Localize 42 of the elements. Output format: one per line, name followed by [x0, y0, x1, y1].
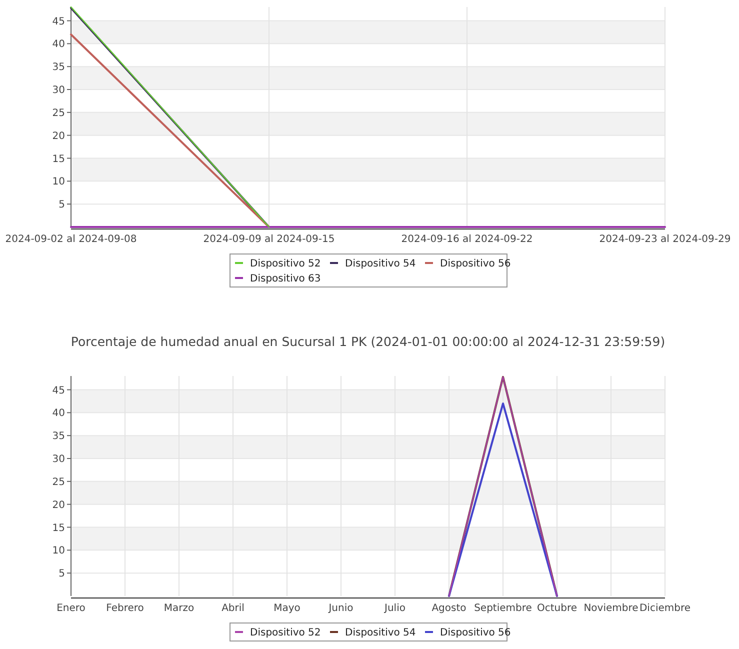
x-tick-label: Junio	[328, 603, 354, 614]
x-tick-label: Abril	[222, 603, 244, 614]
x-tick-label: Septiembre	[474, 603, 532, 614]
y-tick-label: 15	[52, 522, 65, 534]
x-tick-label: 2024-09-09 al 2024-09-15	[203, 234, 335, 245]
y-tick-label: 10	[52, 176, 65, 188]
x-tick-label: Agosto	[432, 603, 466, 614]
y-tick-label: 40	[52, 39, 65, 50]
x-tick-label: Enero	[56, 603, 86, 614]
legend-label: Dispositivo 56	[440, 628, 511, 638]
y-tick-label: 35	[52, 62, 65, 74]
y-tick-label: 45	[52, 385, 65, 396]
y-tick-label: 20	[52, 500, 65, 511]
chart-title: Porcentaje de humedad anual en Sucursal 1 PK (2024-01-01 00:00:00 al 2024-12-31 23:59:59)	[70, 334, 666, 349]
y-tick-label: 30	[52, 85, 65, 96]
x-tick-label: Diciembre	[639, 603, 691, 614]
y-tick-label: 30	[52, 454, 65, 465]
x-tick-label: Febrero	[106, 603, 144, 614]
x-tick-label: Mayo	[274, 603, 300, 614]
legend-label: Dispositivo 52	[250, 628, 321, 638]
x-tick-label: 2024-09-23 al 2024-09-29	[599, 234, 731, 245]
legend-label: Dispositivo 52	[250, 258, 321, 270]
y-tick-label: 25	[52, 108, 65, 119]
x-tick-label: Marzo	[164, 603, 194, 614]
x-tick-label: 2024-09-16 al 2024-09-22	[401, 234, 533, 245]
legend-label: Dispositivo 63	[250, 274, 321, 284]
y-tick-label: 45	[52, 16, 65, 28]
y-tick-label: 10	[52, 546, 65, 557]
legend-label: Dispositivo 54	[345, 258, 416, 270]
y-tick-label: 5	[58, 568, 65, 580]
x-tick-label: 2024-09-02 al 2024-09-08	[5, 234, 137, 245]
y-tick-label: 35	[52, 431, 65, 442]
legend-label: Dispositivo 56	[440, 258, 511, 270]
x-tick-label: Julio	[384, 603, 406, 614]
legend-label: Dispositivo 54	[345, 628, 416, 638]
y-tick-label: 15	[52, 154, 65, 165]
y-tick-label: 5	[58, 200, 65, 211]
x-tick-label: Octubre	[536, 603, 578, 614]
y-tick-label: 25	[52, 476, 65, 488]
x-tick-label: Noviembre	[584, 603, 638, 614]
y-tick-label: 20	[52, 130, 65, 142]
y-tick-label: 40	[52, 408, 65, 420]
